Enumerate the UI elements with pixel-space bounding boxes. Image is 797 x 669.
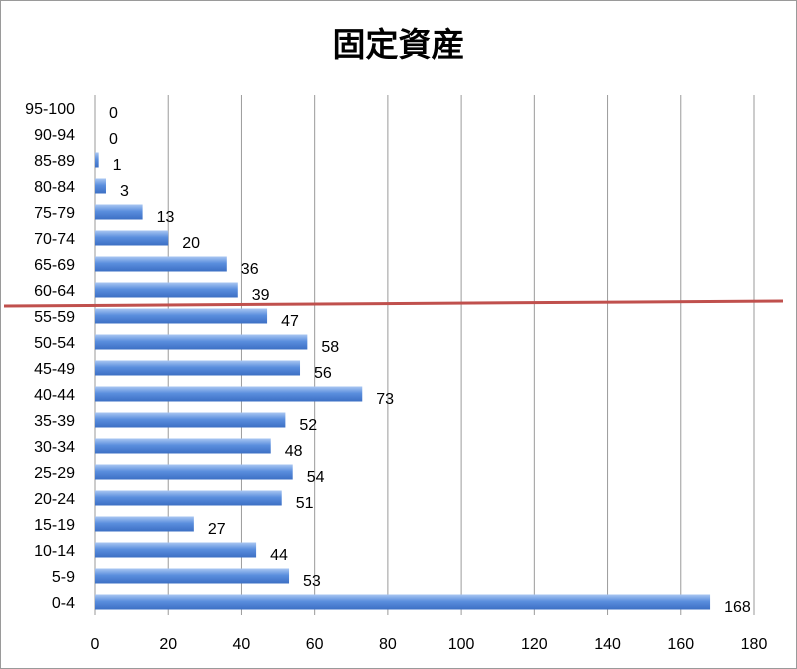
- data-label: 168: [724, 599, 751, 616]
- bar: [95, 256, 227, 272]
- data-label: 36: [241, 261, 259, 278]
- bar: [95, 516, 194, 532]
- y-tick-label: 70-74: [34, 231, 75, 248]
- data-label: 0: [109, 105, 118, 122]
- data-label: 13: [157, 209, 175, 226]
- y-tick-label: 65-69: [34, 257, 75, 274]
- data-label: 73: [376, 391, 394, 408]
- x-tick-label: 180: [741, 636, 768, 653]
- y-tick-label: 10-14: [34, 543, 75, 560]
- x-tick-label: 0: [91, 636, 100, 653]
- y-tick-label: 20-24: [34, 491, 75, 508]
- bar: [95, 282, 238, 298]
- y-tick-label: 90-94: [34, 127, 75, 144]
- x-tick-label: 80: [379, 636, 397, 653]
- x-tick-label: 120: [521, 636, 548, 653]
- y-tick-label: 30-34: [34, 439, 75, 456]
- x-tick-label: 100: [448, 636, 475, 653]
- y-tick-label: 95-100: [25, 101, 75, 118]
- bar: [95, 568, 290, 584]
- data-label: 1: [113, 157, 122, 174]
- reference-line: [3, 299, 784, 308]
- x-tick-label: 60: [306, 636, 324, 653]
- y-tick-label: 15-19: [34, 517, 75, 534]
- data-label: 56: [314, 365, 332, 382]
- bar: [95, 386, 363, 402]
- data-label: 48: [285, 443, 303, 460]
- y-tick-label: 50-54: [34, 335, 75, 352]
- data-label: 54: [307, 469, 325, 486]
- data-label: 27: [208, 521, 226, 538]
- data-label: 44: [270, 547, 288, 564]
- data-label: 52: [299, 417, 317, 434]
- y-tick-label: 40-44: [34, 387, 75, 404]
- data-label: 53: [303, 573, 321, 590]
- y-tick-label: 80-84: [34, 179, 75, 196]
- y-tick-label: 0-4: [52, 595, 75, 612]
- bar: [95, 412, 286, 428]
- x-tick-label: 140: [594, 636, 621, 653]
- chart-title: 固定資産: [332, 25, 465, 64]
- bar: [95, 438, 271, 454]
- y-tick-label: 75-79: [34, 205, 75, 222]
- y-tick-label: 35-39: [34, 413, 75, 430]
- bar: [95, 308, 268, 324]
- y-tick-label: 25-29: [34, 465, 75, 482]
- bar: [95, 334, 308, 350]
- y-tick-label: 45-49: [34, 361, 75, 378]
- bar: [95, 178, 106, 194]
- data-label: 20: [182, 235, 200, 252]
- bar: [95, 542, 257, 558]
- data-label: 3: [120, 183, 129, 200]
- bar: [95, 230, 169, 246]
- data-label: 47: [281, 313, 299, 330]
- bar: [95, 490, 282, 506]
- data-label: 0: [109, 131, 118, 148]
- data-label: 51: [296, 495, 314, 512]
- x-tick-label: 40: [233, 636, 251, 653]
- bar: [95, 204, 143, 220]
- bar: [95, 360, 301, 376]
- y-tick-label: 55-59: [34, 309, 75, 326]
- bar: [95, 594, 711, 610]
- data-label: 58: [321, 339, 339, 356]
- y-tick-label: 5-9: [52, 569, 75, 586]
- bar: [95, 152, 99, 168]
- bar: [95, 464, 293, 480]
- x-tick-label: 160: [667, 636, 694, 653]
- data-label: 39: [252, 287, 270, 304]
- x-tick-label: 20: [159, 636, 177, 653]
- y-tick-label: 60-64: [34, 283, 75, 300]
- y-tick-label: 85-89: [34, 153, 75, 170]
